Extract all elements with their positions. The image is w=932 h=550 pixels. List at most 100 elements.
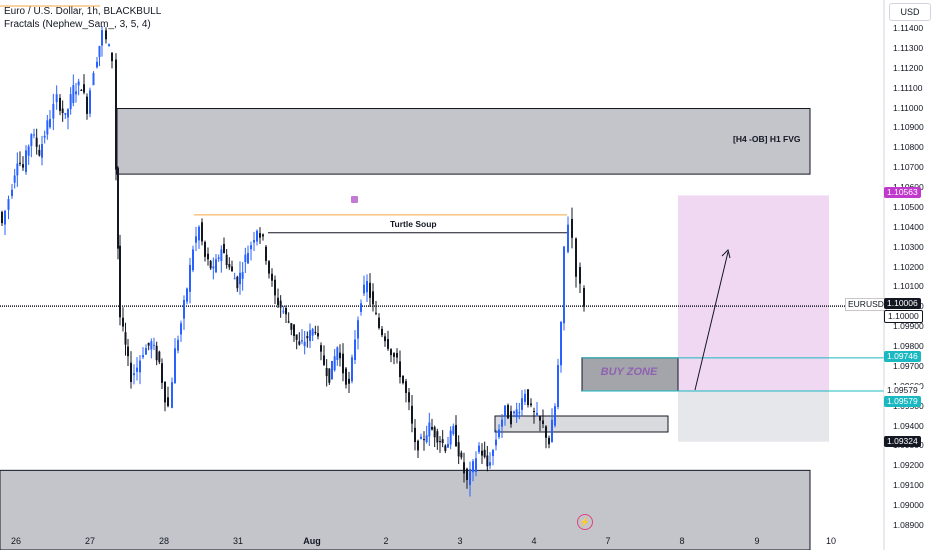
candle-body bbox=[198, 226, 200, 241]
candle-body bbox=[136, 367, 138, 372]
candle-body bbox=[399, 361, 401, 378]
candle-body bbox=[469, 469, 471, 485]
candle-body bbox=[504, 405, 506, 416]
candle-body bbox=[59, 97, 61, 111]
time-tick-label: 8 bbox=[679, 536, 685, 546]
arrow-head bbox=[721, 249, 731, 259]
candle-body bbox=[38, 149, 41, 156]
candle-body bbox=[27, 146, 30, 156]
candle-body bbox=[348, 378, 350, 384]
candle-body bbox=[43, 135, 46, 138]
candle-body bbox=[466, 468, 468, 480]
candle-body bbox=[207, 253, 209, 260]
candle-body bbox=[357, 320, 359, 339]
time-tick-label: 7 bbox=[605, 536, 611, 546]
candle-body bbox=[233, 278, 236, 280]
candle-body bbox=[11, 189, 13, 197]
price-tick-label: 1.09000 bbox=[893, 500, 924, 511]
candle-body bbox=[22, 164, 24, 168]
buy-top-price-label: 1.09746 bbox=[884, 351, 921, 362]
candle-body bbox=[414, 427, 416, 443]
price-tick-label: 1.10800 bbox=[893, 142, 924, 153]
candle-body bbox=[323, 355, 325, 365]
candle-body bbox=[311, 328, 314, 336]
candle-body bbox=[236, 276, 239, 289]
candle-body bbox=[4, 210, 6, 225]
candle-body bbox=[52, 104, 55, 119]
candle-body bbox=[259, 233, 261, 238]
candle-body bbox=[478, 445, 480, 453]
legend-indicator[interactable]: Fractals (Nephew_Sam_, 3, 5, 4) bbox=[4, 19, 151, 30]
candle-body bbox=[411, 405, 413, 424]
candle-body bbox=[463, 462, 465, 474]
candle-body bbox=[167, 397, 169, 407]
candle-body bbox=[33, 134, 35, 136]
lightning-icon[interactable]: ⚡ bbox=[577, 514, 593, 530]
candle-body bbox=[457, 442, 460, 457]
price-tick-label: 1.10200 bbox=[893, 261, 924, 272]
candle-body bbox=[147, 342, 150, 346]
candle-body bbox=[231, 266, 233, 271]
candle-body bbox=[244, 254, 247, 263]
time-tick-label: 10 bbox=[825, 536, 837, 546]
candle-body bbox=[301, 340, 303, 342]
time-tick-label: 9 bbox=[754, 536, 760, 546]
candle-body bbox=[460, 452, 463, 458]
time-tick-label: 27 bbox=[84, 536, 96, 546]
price-tick-label: 1.10300 bbox=[893, 241, 924, 252]
candle-body bbox=[441, 439, 444, 443]
candle-body bbox=[381, 328, 383, 336]
symbol-tag: EURUSD bbox=[845, 298, 887, 311]
candle-body bbox=[533, 410, 535, 412]
candle-body bbox=[145, 348, 147, 355]
candle-body bbox=[378, 317, 380, 328]
legend-symbol[interactable]: Euro / U.S. Dollar, 1h, BLACKBULL bbox=[4, 6, 162, 17]
price-tick-label: 1.11100 bbox=[893, 82, 923, 93]
candle-body bbox=[396, 352, 398, 358]
candle-body bbox=[30, 134, 33, 147]
candle-body bbox=[265, 246, 267, 261]
candle-body bbox=[527, 389, 529, 406]
candle-body bbox=[285, 307, 287, 315]
price-tick-label: 1.10100 bbox=[893, 281, 924, 292]
candle-body bbox=[89, 90, 91, 114]
candle-body bbox=[262, 234, 264, 237]
candle-body bbox=[150, 341, 153, 350]
candle-body bbox=[195, 236, 197, 243]
candle-body bbox=[108, 44, 110, 46]
candle-body bbox=[551, 419, 553, 443]
candle-body bbox=[545, 426, 547, 438]
current-price-label: 1.10006 bbox=[884, 298, 921, 309]
candle-body bbox=[201, 222, 203, 242]
candle-body bbox=[7, 199, 10, 210]
price-tick-label: 1.09400 bbox=[893, 420, 924, 431]
price-tick-label: 1.09900 bbox=[893, 321, 924, 332]
currency-button[interactable]: USD bbox=[889, 3, 931, 21]
candle-body bbox=[560, 321, 562, 366]
candle-body bbox=[268, 261, 270, 274]
candle-body bbox=[320, 345, 322, 352]
candle-body bbox=[481, 450, 483, 456]
candle-body bbox=[567, 224, 569, 253]
candle-body bbox=[55, 94, 58, 103]
candle-body bbox=[433, 427, 436, 438]
candle-body bbox=[164, 381, 166, 403]
projection-arrow bbox=[694, 251, 729, 391]
candle-body bbox=[293, 324, 295, 336]
candle-body bbox=[46, 120, 49, 135]
candle-body bbox=[209, 260, 212, 269]
flag-marker-icon[interactable] bbox=[351, 196, 358, 203]
candle-body bbox=[325, 368, 328, 377]
candle-body bbox=[317, 333, 319, 337]
candle-body bbox=[171, 382, 173, 408]
price-tick-label: 1.11200 bbox=[893, 62, 924, 73]
candle-body bbox=[279, 300, 282, 308]
price-tick-label: 1.11000 bbox=[893, 102, 924, 113]
candle-body bbox=[295, 334, 298, 340]
candle-body bbox=[306, 336, 309, 339]
candle-body bbox=[428, 422, 431, 437]
stop-price-label: 1.09324 bbox=[884, 436, 921, 447]
candle-body bbox=[408, 392, 410, 403]
